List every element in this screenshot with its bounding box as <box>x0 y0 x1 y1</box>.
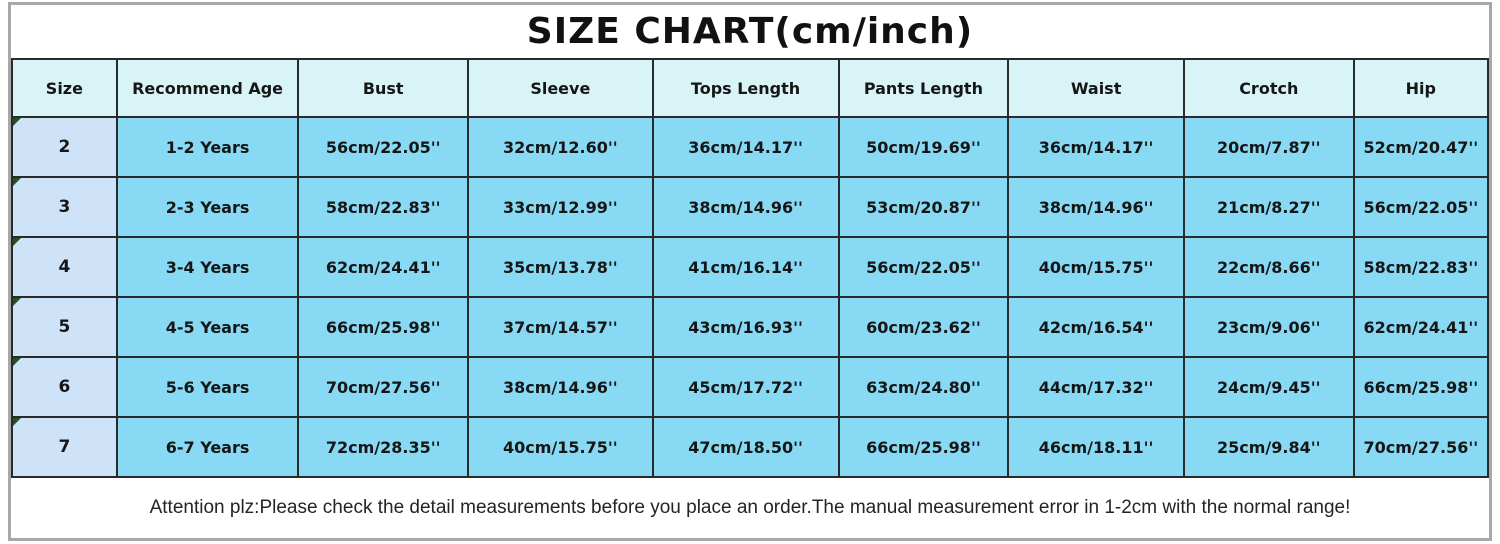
col-header-recommend-age: Recommend Age <box>115 58 300 118</box>
measurement-cell: 32cm/12.60'' <box>467 116 654 178</box>
size-cell: 4 <box>11 236 118 298</box>
measurement-cell: 42cm/16.54'' <box>1007 296 1185 358</box>
table-body: 2 1-2 Years 56cm/22.05'' 32cm/12.60'' 36cm/1… <box>11 116 1490 478</box>
table-row: 5 4-5 Years 66cm/25.98'' 37cm/14.57'' 43cm/1… <box>11 296 1490 358</box>
measurement-cell: 53cm/20.87'' <box>837 176 1010 238</box>
measurement-cell: 33cm/12.99'' <box>467 176 654 238</box>
header-row: Size Recommend Age Bust Sleeve Tops Length Pa… <box>11 58 1490 118</box>
measurement-cell: 56cm/22.05'' <box>837 236 1010 298</box>
measurement-cell: 70cm/27.56'' <box>297 356 470 418</box>
measurement-cell: 44cm/17.32'' <box>1007 356 1185 418</box>
measurement-cell: 40cm/15.75'' <box>467 416 654 478</box>
measurement-cell: 56cm/22.05'' <box>1352 176 1490 238</box>
measurement-cell: 58cm/22.83'' <box>297 176 470 238</box>
measurement-cell: 45cm/17.72'' <box>651 356 840 418</box>
measurement-cell: 20cm/7.87'' <box>1182 116 1355 178</box>
col-header-tops-length: Tops Length <box>651 58 840 118</box>
col-header-crotch: Crotch <box>1182 58 1355 118</box>
measurement-cell: 38cm/14.96'' <box>467 356 654 418</box>
measurement-cell: 25cm/9.84'' <box>1182 416 1355 478</box>
measurement-cell: 58cm/22.83'' <box>1352 236 1490 298</box>
measurement-cell: 70cm/27.56'' <box>1352 416 1490 478</box>
measurement-cell: 24cm/9.45'' <box>1182 356 1355 418</box>
size-chart-table: Size Recommend Age Bust Sleeve Tops Length Pa… <box>11 58 1490 478</box>
size-cell: 2 <box>11 116 118 178</box>
measurement-cell: 5-6 Years <box>115 356 300 418</box>
cell-corner-flag-icon <box>13 298 21 306</box>
measurement-cell: 4-5 Years <box>115 296 300 358</box>
measurement-cell: 1-2 Years <box>115 116 300 178</box>
measurement-cell: 22cm/8.66'' <box>1182 236 1355 298</box>
measurement-cell: 63cm/24.80'' <box>837 356 1010 418</box>
table-row: 7 6-7 Years 72cm/28.35'' 40cm/15.75'' 47cm/1… <box>11 416 1490 478</box>
measurement-cell: 41cm/16.14'' <box>651 236 840 298</box>
measurement-cell: 3-4 Years <box>115 236 300 298</box>
table-row: 3 2-3 Years 58cm/22.83'' 33cm/12.99'' 38cm/1… <box>11 176 1490 238</box>
note-bar: Attention plz:Please check the detail me… <box>11 478 1489 538</box>
measurement-cell: 37cm/14.57'' <box>467 296 654 358</box>
title-bar: SIZE CHART(cm/inch) <box>11 5 1489 58</box>
cell-corner-flag-icon <box>13 118 21 126</box>
measurement-cell: 62cm/24.41'' <box>1352 296 1490 358</box>
col-header-sleeve: Sleeve <box>467 58 654 118</box>
measurement-cell: 66cm/25.98'' <box>1352 356 1490 418</box>
col-header-size: Size <box>11 58 118 118</box>
measurement-cell: 50cm/19.69'' <box>837 116 1010 178</box>
size-chart-panel: SIZE CHART(cm/inch) Size Recommend Age Bus… <box>8 2 1492 541</box>
measurement-cell: 60cm/23.62'' <box>837 296 1010 358</box>
measurement-cell: 52cm/20.47'' <box>1352 116 1490 178</box>
size-cell: 7 <box>11 416 118 478</box>
measurement-cell: 66cm/25.98'' <box>837 416 1010 478</box>
measurement-cell: 62cm/24.41'' <box>297 236 470 298</box>
measurement-cell: 36cm/14.17'' <box>651 116 840 178</box>
measurement-cell: 6-7 Years <box>115 416 300 478</box>
table-row: 6 5-6 Years 70cm/27.56'' 38cm/14.96'' 45cm/1… <box>11 356 1490 418</box>
cell-corner-flag-icon <box>13 238 21 246</box>
measurement-cell: 47cm/18.50'' <box>651 416 840 478</box>
measurement-cell: 35cm/13.78'' <box>467 236 654 298</box>
cell-corner-flag-icon <box>13 358 21 366</box>
size-cell: 6 <box>11 356 118 418</box>
measurement-cell: 46cm/18.11'' <box>1007 416 1185 478</box>
measurement-cell: 56cm/22.05'' <box>297 116 470 178</box>
cell-corner-flag-icon <box>13 418 21 426</box>
measurement-cell: 38cm/14.96'' <box>651 176 840 238</box>
measurement-cell: 23cm/9.06'' <box>1182 296 1355 358</box>
measurement-cell: 72cm/28.35'' <box>297 416 470 478</box>
measurement-cell: 38cm/14.96'' <box>1007 176 1185 238</box>
col-header-waist: Waist <box>1007 58 1185 118</box>
cell-corner-flag-icon <box>13 178 21 186</box>
size-cell: 3 <box>11 176 118 238</box>
page-title: SIZE CHART(cm/inch) <box>526 11 974 52</box>
measurement-cell: 40cm/15.75'' <box>1007 236 1185 298</box>
measurement-cell: 36cm/14.17'' <box>1007 116 1185 178</box>
attention-note: Attention plz:Please check the detail me… <box>149 497 1351 518</box>
table-row: 4 3-4 Years 62cm/24.41'' 35cm/13.78'' 41cm/1… <box>11 236 1490 298</box>
col-header-pants-length: Pants Length <box>837 58 1010 118</box>
measurement-cell: 66cm/25.98'' <box>297 296 470 358</box>
table-row: 2 1-2 Years 56cm/22.05'' 32cm/12.60'' 36cm/1… <box>11 116 1490 178</box>
size-cell: 5 <box>11 296 118 358</box>
measurement-cell: 2-3 Years <box>115 176 300 238</box>
measurement-cell: 21cm/8.27'' <box>1182 176 1355 238</box>
col-header-hip: Hip <box>1352 58 1490 118</box>
col-header-bust: Bust <box>297 58 470 118</box>
measurement-cell: 43cm/16.93'' <box>651 296 840 358</box>
